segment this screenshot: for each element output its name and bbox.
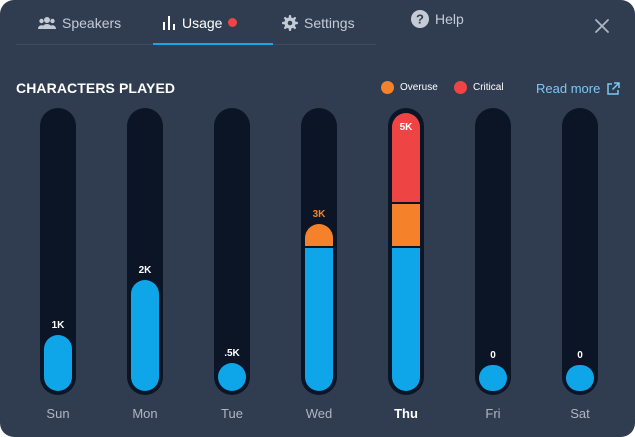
bar-segment-normal bbox=[392, 246, 420, 391]
bar-track bbox=[562, 108, 598, 395]
bar-track bbox=[214, 108, 250, 395]
bar-segment-normal bbox=[479, 365, 507, 391]
bar-column-mon[interactable]: 2K bbox=[127, 108, 163, 395]
legend-overuse: Overuse bbox=[381, 81, 438, 94]
alert-badge bbox=[228, 18, 238, 27]
tab-usage[interactable]: Usage bbox=[162, 0, 238, 45]
bar-segment-normal bbox=[218, 363, 246, 391]
bar-value-label: .5K bbox=[224, 348, 240, 360]
gear-icon bbox=[282, 14, 298, 31]
active-tab-indicator bbox=[153, 43, 273, 45]
bar-value-label: 2K bbox=[138, 264, 152, 276]
bar-segment-normal bbox=[131, 279, 159, 391]
external-link-icon bbox=[607, 81, 621, 95]
tab-label: Settings bbox=[304, 14, 355, 31]
bar-column-fri[interactable]: 0 bbox=[475, 108, 511, 395]
bar-column-wed[interactable]: 3K bbox=[301, 108, 337, 395]
bar-segment-critical bbox=[392, 113, 420, 202]
bar-value-label: 5K bbox=[399, 122, 413, 133]
x-tick-label: Sun bbox=[46, 406, 70, 421]
bar-segment-normal bbox=[44, 335, 72, 391]
bar-column-sat[interactable]: 0 bbox=[562, 108, 598, 395]
bar-value-label: 0 bbox=[490, 350, 496, 361]
read-more-link[interactable]: Read more bbox=[536, 81, 621, 96]
question-icon: ? bbox=[411, 9, 429, 28]
tab-label: Help bbox=[435, 10, 464, 27]
tab-settings[interactable]: Settings bbox=[282, 0, 355, 45]
svg-text:?: ? bbox=[416, 11, 424, 26]
bar-column-thu[interactable]: 5K bbox=[388, 108, 424, 395]
legend-label: Critical bbox=[473, 82, 504, 93]
tab-label: Speakers bbox=[62, 14, 122, 31]
x-tick-label: Fri bbox=[485, 406, 501, 421]
x-tick-label: Sat bbox=[570, 406, 590, 421]
legend-swatch bbox=[381, 81, 394, 94]
read-more-label: Read more bbox=[536, 81, 601, 96]
x-tick-label: Tue bbox=[221, 406, 243, 421]
tab-bar: Speakers Usage Settings ? Help bbox=[16, 0, 464, 45]
bar-segment-overuse bbox=[392, 201, 420, 247]
bar-column-tue[interactable]: .5K bbox=[214, 108, 250, 395]
legend-swatch bbox=[454, 81, 467, 94]
section-title: CHARACTERS PLAYED bbox=[16, 80, 176, 96]
bar-value-label: 1K bbox=[51, 320, 65, 332]
legend-label: Overuse bbox=[400, 82, 438, 93]
users-icon bbox=[38, 16, 56, 30]
bar-value-label: 0 bbox=[577, 350, 583, 361]
bar-column-sun[interactable]: 1K bbox=[40, 108, 76, 395]
bar-segment-normal bbox=[305, 246, 333, 391]
bar-track bbox=[475, 108, 511, 395]
x-tick-label: Wed bbox=[305, 406, 333, 421]
x-tick-label: Thu bbox=[394, 406, 418, 421]
bar-segment-overuse bbox=[305, 224, 333, 247]
close-button[interactable] bbox=[592, 16, 612, 36]
bar-chart-icon bbox=[162, 15, 176, 31]
x-tick-label: Mon bbox=[132, 406, 158, 421]
tab-label: Usage bbox=[182, 14, 223, 31]
tab-help[interactable]: ? Help bbox=[411, 0, 464, 41]
bar-value-label: 3K bbox=[312, 209, 326, 221]
bar-segment-normal bbox=[566, 365, 594, 391]
tab-speakers[interactable]: Speakers bbox=[38, 0, 121, 45]
close-icon bbox=[595, 19, 609, 33]
legend-critical: Critical bbox=[454, 81, 504, 94]
